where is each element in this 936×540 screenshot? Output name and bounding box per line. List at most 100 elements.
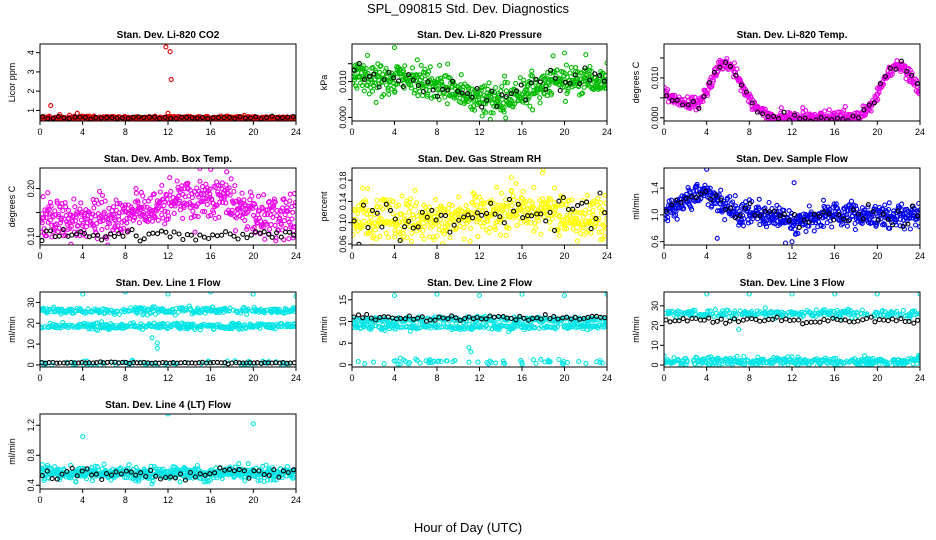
overlay-point — [383, 201, 389, 207]
overlay-point — [425, 79, 431, 85]
outlier-point — [149, 335, 155, 341]
overlay-point — [210, 115, 216, 121]
y-tick-label: 0.010 — [338, 70, 348, 93]
overlay-point — [690, 99, 696, 105]
background-point — [229, 208, 235, 214]
overlay-point — [708, 196, 714, 202]
background-point — [549, 216, 556, 222]
overlay-point — [737, 213, 743, 219]
background-point — [523, 323, 529, 329]
outlier-point — [778, 105, 784, 111]
background-point — [493, 360, 499, 366]
y-tick-label: 20 — [26, 318, 36, 328]
background-point — [852, 227, 858, 233]
background-point — [227, 192, 233, 198]
outlier-point — [826, 107, 832, 113]
background-point — [587, 63, 593, 70]
background-point — [381, 92, 387, 98]
overlay-point — [824, 116, 830, 121]
overlay-point — [146, 231, 152, 237]
background-point — [68, 241, 74, 245]
background-point — [840, 108, 847, 114]
background-point — [177, 198, 183, 204]
background-point — [532, 220, 538, 226]
background-point — [557, 213, 563, 219]
background-point — [803, 228, 809, 234]
background-point — [525, 96, 531, 102]
background-point — [266, 198, 272, 205]
background-point — [44, 211, 50, 217]
x-tick-label: 12 — [787, 127, 797, 137]
background-point — [453, 94, 459, 100]
background-point — [133, 190, 139, 196]
background-point — [510, 215, 516, 221]
y-tick-label: 0 — [26, 362, 36, 367]
background-point — [152, 214, 158, 221]
background-point — [271, 203, 277, 209]
overlay-point — [284, 360, 290, 366]
x-tick-label: 4 — [704, 127, 709, 137]
overlay-point — [577, 81, 583, 87]
overlay-point — [760, 111, 766, 117]
background-point — [249, 193, 255, 199]
x-tick-label: 20 — [872, 127, 882, 137]
background-point — [504, 80, 510, 86]
background-point — [385, 234, 392, 240]
background-point — [174, 178, 180, 184]
background-point — [107, 220, 113, 226]
background-point — [503, 115, 509, 121]
background-point — [87, 210, 93, 216]
background-point — [172, 203, 178, 209]
overlay-point — [167, 360, 173, 366]
overlay-point — [269, 113, 275, 119]
background-point — [573, 216, 579, 222]
background-point — [287, 198, 293, 204]
overlay-point — [459, 90, 465, 96]
background-point — [533, 360, 539, 367]
overlay-point — [479, 104, 485, 110]
background-point — [375, 222, 381, 228]
background-point — [880, 81, 887, 87]
background-point — [886, 200, 892, 206]
background-point — [537, 100, 543, 106]
overlay-point — [861, 107, 867, 113]
overlay-point — [88, 116, 94, 121]
outlier-point — [167, 49, 173, 55]
background-point — [47, 199, 53, 205]
background-point — [200, 198, 206, 204]
background-point — [731, 60, 737, 66]
overlay-point — [497, 214, 503, 220]
background-point — [46, 204, 52, 210]
overlay-point — [474, 210, 480, 216]
overlay-point — [184, 114, 190, 120]
overlay-point — [286, 229, 293, 235]
background-point — [245, 224, 251, 230]
background-point — [546, 82, 552, 88]
overlay-point — [529, 213, 535, 219]
background-point — [704, 90, 710, 96]
overlay-point — [55, 113, 62, 120]
background-point — [407, 328, 413, 334]
background-point — [488, 110, 494, 116]
overlay-point — [850, 207, 856, 213]
background-point — [173, 305, 180, 312]
background-point — [226, 185, 232, 191]
overlay-point — [499, 92, 505, 98]
background-point — [604, 323, 607, 329]
background-point — [586, 209, 592, 215]
background-point — [413, 203, 419, 209]
y-tick-label: 1.0 — [650, 209, 660, 222]
overlay-point — [188, 232, 194, 238]
background-point — [492, 226, 498, 232]
overlay-point — [227, 231, 233, 237]
overlay-point — [199, 115, 206, 121]
background-point — [828, 218, 834, 224]
panel-title: Stan. Dev. Line 1 Flow — [116, 278, 221, 289]
overlay-point — [419, 209, 425, 215]
background-point — [368, 214, 374, 220]
background-point — [532, 206, 538, 212]
overlay-point — [129, 227, 135, 233]
background-point — [432, 93, 439, 99]
background-point — [377, 233, 383, 239]
background-point — [581, 68, 587, 74]
